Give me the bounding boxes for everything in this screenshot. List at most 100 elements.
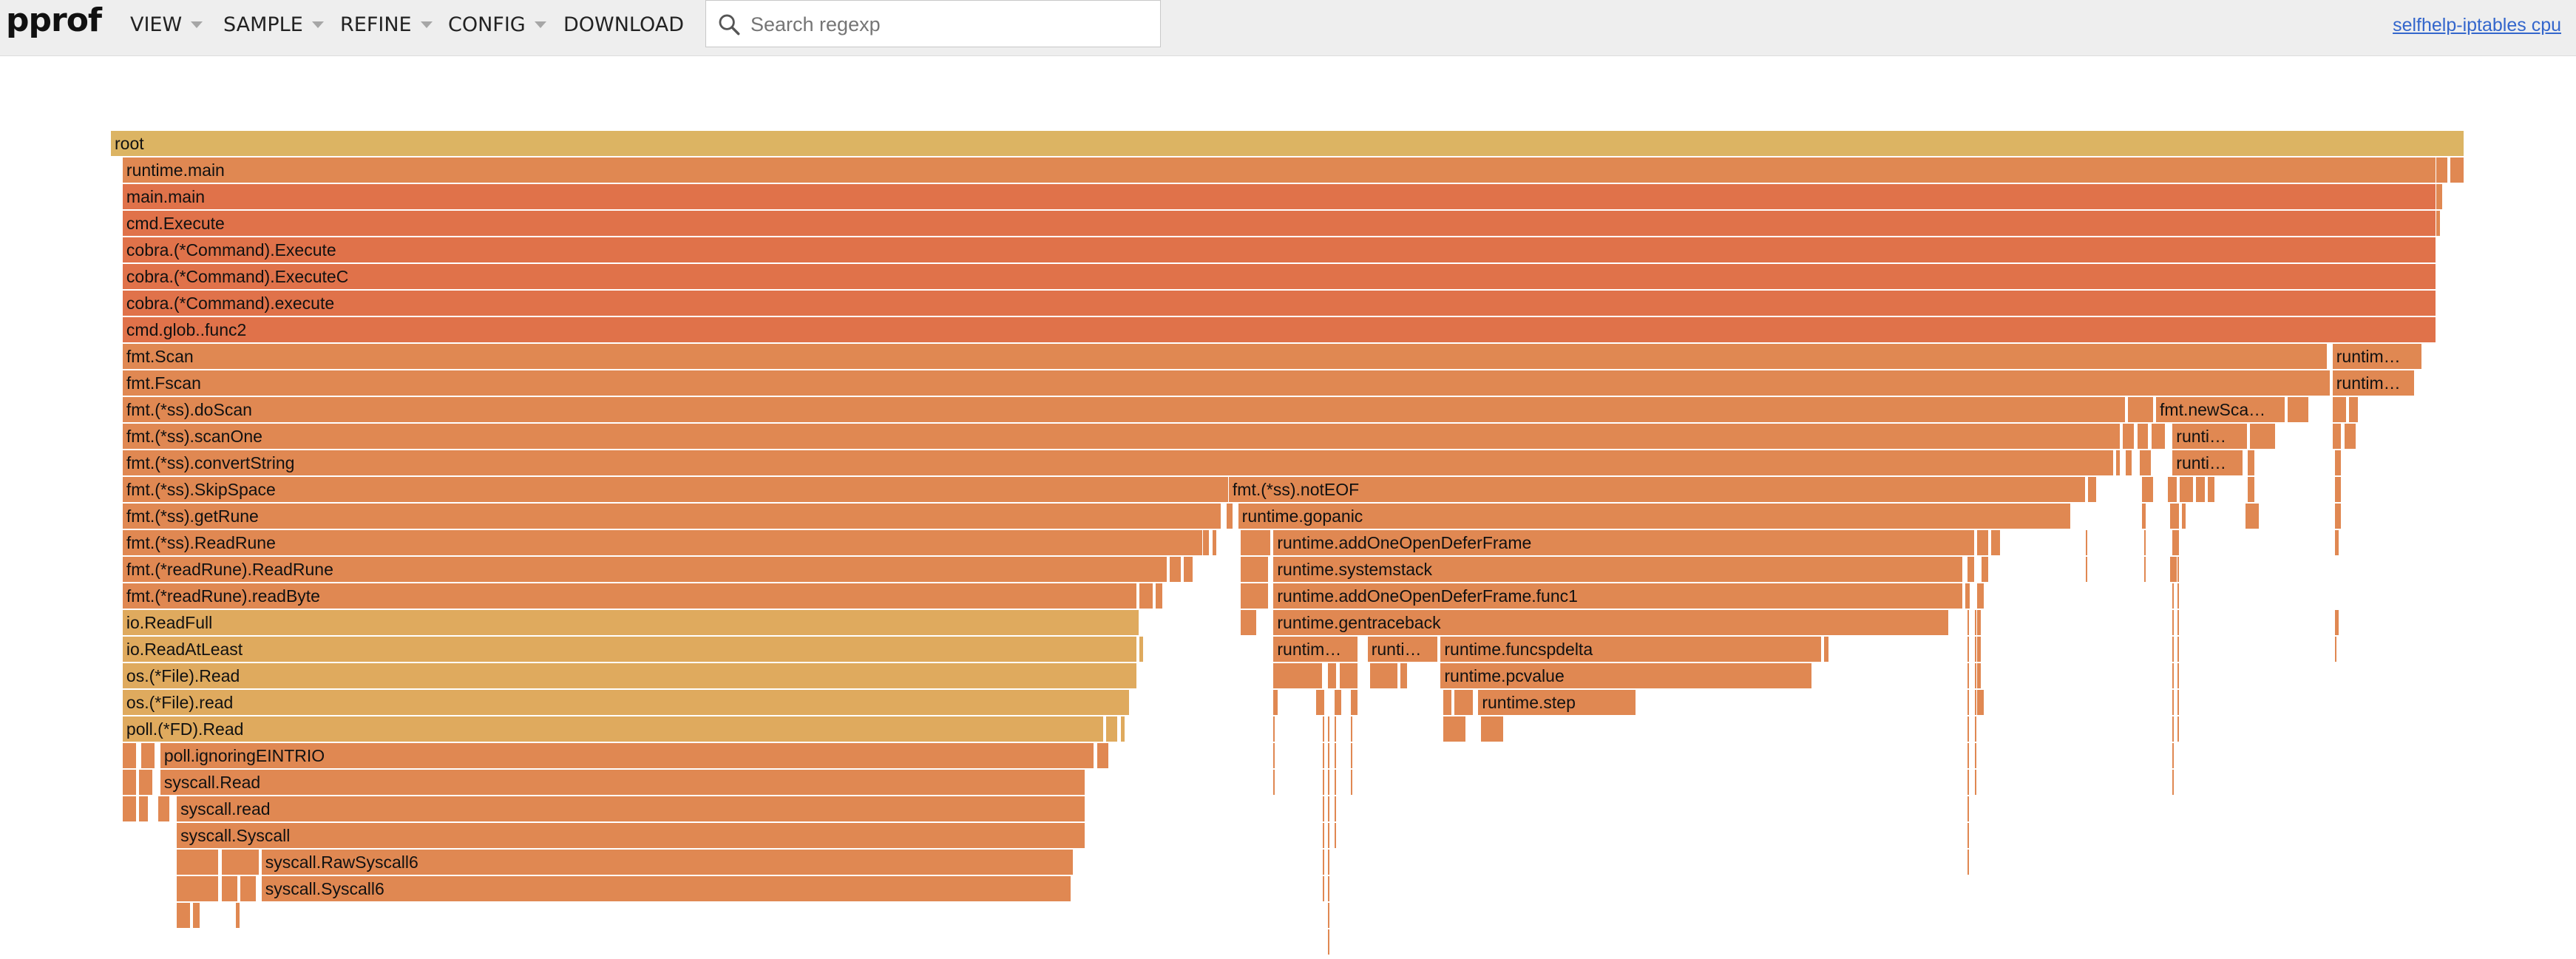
flame-frame[interactable]: fmt.(*ss).scanOne xyxy=(122,424,2121,449)
flame-frame-thin[interactable] xyxy=(1967,663,1970,688)
flame-frame-small[interactable] xyxy=(2123,424,2135,449)
flame-frame-thin[interactable] xyxy=(2172,583,2175,609)
flame-frame[interactable]: fmt.(*readRune).readByte xyxy=(122,583,1137,609)
flame-frame-thin[interactable] xyxy=(1351,743,1353,768)
flame-frame-thin[interactable] xyxy=(1335,823,1337,848)
flame-frame[interactable]: fmt.(*ss).getRune xyxy=(122,504,1222,529)
flame-frame-small[interactable] xyxy=(2141,477,2153,502)
flame-frame-thin[interactable] xyxy=(1323,716,1325,742)
flame-frame-small[interactable] xyxy=(2250,424,2276,449)
flame-frame-thin[interactable] xyxy=(1967,690,1970,715)
flame-frame-thin[interactable] xyxy=(1974,690,1976,715)
flame-frame-small[interactable] xyxy=(1240,610,1257,635)
flame-frame-small[interactable] xyxy=(139,770,153,795)
flame-frame-small[interactable] xyxy=(157,796,169,821)
flame-frame-small[interactable] xyxy=(1184,557,1193,582)
flame-frame-small[interactable] xyxy=(1273,690,1278,715)
flame-frame-small[interactable] xyxy=(2248,450,2254,475)
flame-frame-thin[interactable] xyxy=(1327,716,1329,742)
flame-frame-thin[interactable] xyxy=(2177,637,2179,662)
flame-frame-thin[interactable] xyxy=(2172,637,2175,662)
flame-frame-thin[interactable] xyxy=(2172,557,2175,582)
flame-frame[interactable]: syscall.Syscall6 xyxy=(261,876,1071,901)
flame-frame-small[interactable] xyxy=(2334,477,2342,502)
flame-frame-thin[interactable] xyxy=(1974,663,1976,688)
flame-frame[interactable]: cobra.(*Command).ExecuteC xyxy=(122,264,2436,289)
flame-frame-thin[interactable] xyxy=(2177,690,2179,715)
flame-frame[interactable]: main.main xyxy=(122,184,2436,209)
flame-frame-small[interactable] xyxy=(1454,690,1473,715)
flame-frame-thin[interactable] xyxy=(1273,743,1275,768)
flame-frame[interactable]: io.ReadAtLeast xyxy=(122,637,1137,662)
flame-frame[interactable]: cmd.Execute xyxy=(122,211,2436,236)
flame-frame-thin[interactable] xyxy=(2177,557,2179,582)
flame-frame-thin[interactable] xyxy=(2144,557,2146,582)
flame-frame-small[interactable] xyxy=(1327,663,1337,688)
flame-frame-small[interactable] xyxy=(1335,690,1341,715)
flame-frame-small[interactable] xyxy=(1273,663,1323,688)
flame-frame[interactable]: runti… xyxy=(2172,424,2248,449)
flame-frame[interactable]: fmt.newSca… xyxy=(2156,397,2286,422)
flame-frame-small[interactable] xyxy=(2334,450,2342,475)
flame-frame-small[interactable] xyxy=(1351,690,1358,715)
flame-frame[interactable]: fmt.Scan xyxy=(122,344,2328,369)
flame-frame-thin[interactable] xyxy=(1967,823,1970,848)
flame-frame-thin[interactable] xyxy=(1974,610,1976,635)
flame-frame[interactable]: fmt.(*ss).ReadRune xyxy=(122,530,1203,555)
flame-frame-thin[interactable] xyxy=(2144,530,2146,555)
flame-frame-small[interactable] xyxy=(1824,637,1828,662)
flame-frame[interactable]: poll.(*FD).Read xyxy=(122,716,1105,742)
flame-frame-small[interactable] xyxy=(1977,690,1984,715)
flame-frame-thin[interactable] xyxy=(1327,876,1329,901)
flame-frame-thin[interactable] xyxy=(1323,796,1325,821)
flame-frame-small[interactable] xyxy=(2349,397,2358,422)
menu-sample[interactable]: SAMPLE xyxy=(223,0,324,49)
flame-frame-small[interactable] xyxy=(177,850,219,875)
flame-frame-small[interactable] xyxy=(1977,637,1982,662)
flame-frame-small[interactable] xyxy=(1982,557,1989,582)
search-input[interactable] xyxy=(749,7,1151,42)
flame-frame-small[interactable] xyxy=(2170,504,2179,529)
flame-frame[interactable]: fmt.(*readRune).ReadRune xyxy=(122,557,1168,582)
flame-frame-small[interactable] xyxy=(193,903,200,928)
flame-frame[interactable]: runti… xyxy=(1367,637,1439,662)
flame-frame-small[interactable] xyxy=(2288,397,2308,422)
flame-frame-thin[interactable] xyxy=(2334,637,2336,662)
flame-frame-small[interactable] xyxy=(2332,424,2342,449)
flame-frame-small[interactable] xyxy=(1369,663,1398,688)
flame-frame[interactable]: runtime.gentraceback xyxy=(1273,610,1949,635)
flame-frame[interactable]: root xyxy=(111,131,2464,156)
flame-frame-thin[interactable] xyxy=(1967,610,1970,635)
flame-frame-thin[interactable] xyxy=(1327,823,1329,848)
flame-frame[interactable]: fmt.Fscan xyxy=(122,370,2328,396)
app-logo[interactable]: pprof xyxy=(6,1,102,39)
flame-frame-thin[interactable] xyxy=(1967,850,1970,875)
flame-frame-thin[interactable] xyxy=(1323,743,1325,768)
flame-frame[interactable]: cobra.(*Command).execute xyxy=(122,291,2436,316)
flame-frame[interactable]: fmt.(*ss).notEOF xyxy=(1228,477,2086,502)
flame-frame-small[interactable] xyxy=(2323,370,2330,396)
flame-frame[interactable]: syscall.Read xyxy=(160,770,1085,795)
flame-frame-small[interactable] xyxy=(1977,530,1989,555)
flame-frame-thin[interactable] xyxy=(1323,850,1325,875)
flame-frame-small[interactable] xyxy=(2334,504,2342,529)
flame-frame-small[interactable] xyxy=(1156,583,1162,609)
flame-frame[interactable]: fmt.(*ss).SkipSpace xyxy=(122,477,1229,502)
flame-frame-small[interactable] xyxy=(2151,424,2165,449)
flame-frame-small[interactable] xyxy=(1097,743,1108,768)
flame-frame-thin[interactable] xyxy=(2172,690,2175,715)
flame-frame[interactable]: runtim… xyxy=(1273,637,1358,662)
menu-refine[interactable]: REFINE xyxy=(340,0,433,49)
flame-frame-small[interactable] xyxy=(1212,530,1216,555)
flame-frame[interactable]: runtime.gopanic xyxy=(1238,504,2072,529)
flame-frame-small[interactable] xyxy=(1226,504,1233,529)
flame-frame-small[interactable] xyxy=(2139,450,2151,475)
flame-frame-thin[interactable] xyxy=(2172,716,2175,742)
flame-frame-thin[interactable] xyxy=(1335,716,1337,742)
profile-link[interactable]: selfhelp-iptables cpu xyxy=(2393,15,2561,35)
flame-frame-thin[interactable] xyxy=(1273,770,1275,795)
flame-frame-small[interactable] xyxy=(1977,610,1982,635)
flame-frame-thin[interactable] xyxy=(2177,583,2179,609)
flame-frame-small[interactable] xyxy=(1240,530,1271,555)
flame-frame-thin[interactable] xyxy=(1327,929,1329,955)
